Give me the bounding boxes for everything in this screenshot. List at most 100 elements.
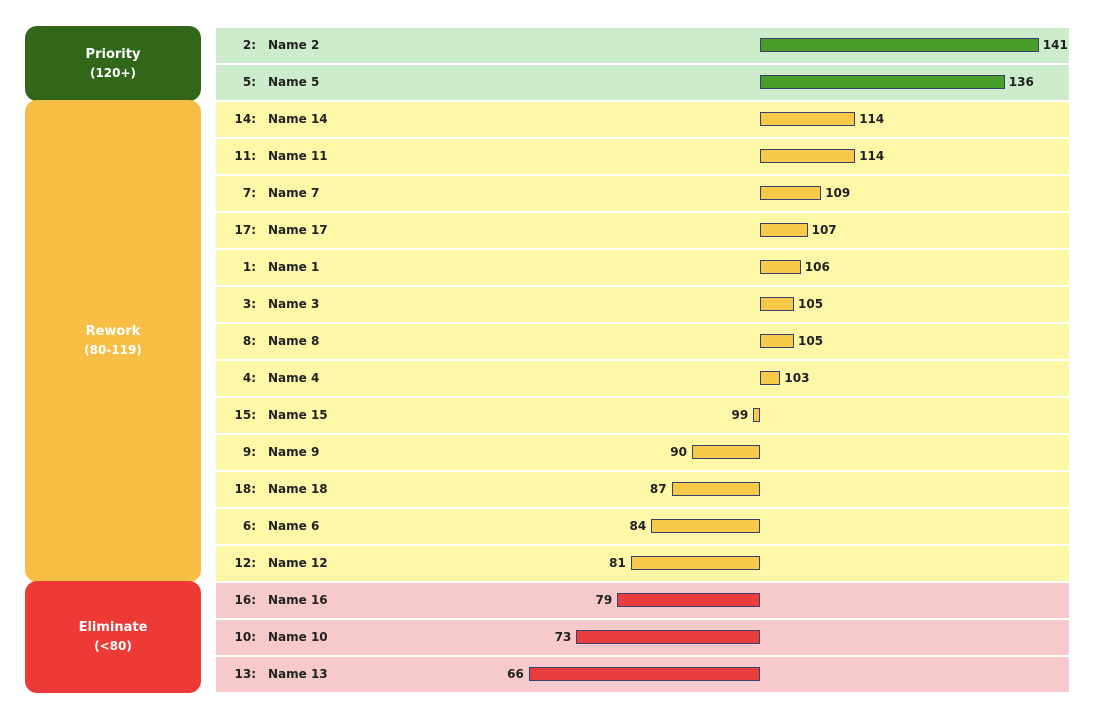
group-label-rework: Rework (80-119) [25, 100, 201, 582]
data-label: 105 [798, 334, 824, 348]
table-row: 1: Name 1 106 [216, 250, 1069, 285]
row-rank: 12: [234, 556, 257, 570]
table-row: 16: Name 16 79 [216, 583, 1069, 618]
row-rank: 16: [234, 593, 257, 607]
bar [760, 297, 794, 311]
row-name: Name 4 [268, 371, 320, 385]
row-rank: 1: [242, 260, 256, 274]
row-name: Name 3 [268, 297, 320, 311]
row-name: Name 5 [268, 75, 320, 89]
table-row: 6: Name 6 84 [216, 509, 1069, 544]
data-label: 105 [798, 297, 824, 311]
row-name: Name 8 [268, 334, 320, 348]
bar [671, 482, 760, 496]
data-label: 90 [670, 445, 687, 459]
table-row: 4: Name 4 103 [216, 361, 1069, 396]
group-label-priority: Priority (120+) [25, 26, 201, 101]
table-row: 13: Name 13 66 [216, 657, 1069, 692]
row-name: Name 14 [268, 112, 328, 126]
table-row: 14: Name 14 114 [216, 102, 1069, 137]
row-name: Name 13 [268, 667, 328, 681]
bar [760, 38, 1039, 52]
bar [630, 556, 760, 570]
table-row: 17: Name 17 107 [216, 213, 1069, 248]
data-label: 106 [804, 260, 830, 274]
row-name: Name 16 [268, 593, 328, 607]
data-label: 79 [595, 593, 613, 607]
row-name: Name 6 [268, 519, 320, 533]
bar [760, 260, 801, 274]
group-title: Eliminate [78, 620, 148, 635]
data-label: 87 [649, 482, 667, 496]
data-label: 103 [784, 371, 810, 385]
row-rank: 8: [242, 334, 256, 348]
bar [760, 334, 794, 348]
table-row: 11: Name 11 114 [216, 139, 1069, 174]
group-range: (<80) [94, 639, 132, 653]
row-name: Name 1 [268, 260, 320, 274]
bar [528, 667, 760, 681]
data-label: 81 [609, 556, 626, 570]
row-rank: 7: [242, 186, 256, 200]
data-label: 141 [1042, 38, 1068, 52]
row-name: Name 11 [268, 149, 328, 163]
data-label: 99 [731, 408, 749, 422]
bar [760, 75, 1005, 89]
row-name: Name 7 [268, 186, 320, 200]
bar [760, 149, 856, 163]
table-row: 12: Name 12 81 [216, 546, 1069, 581]
table-row: 10: Name 10 73 [216, 620, 1069, 655]
group-range: (120+) [89, 65, 137, 80]
data-label: 114 [859, 149, 885, 163]
row-name: Name 10 [268, 630, 328, 644]
table-row: 9: Name 9 90 [216, 435, 1069, 470]
row-rank: 18: [234, 482, 257, 496]
table-row: 15: Name 15 99 [216, 398, 1069, 433]
table-row: 3: Name 3 105 [216, 287, 1069, 322]
row-rank: 11: [234, 149, 257, 163]
table-row: 18: Name 18 87 [216, 472, 1069, 507]
row-name: Name 15 [268, 408, 328, 422]
bar [760, 371, 781, 385]
group-title: Priority [85, 46, 141, 62]
row-name: Name 18 [268, 482, 328, 496]
data-label: 107 [811, 223, 837, 237]
row-rank: 15: [234, 408, 257, 422]
bar [692, 445, 760, 459]
table-row: 8: Name 8 105 [216, 324, 1069, 359]
group-range: (80-119) [84, 343, 142, 357]
bar [617, 593, 760, 607]
group-title: Rework [85, 324, 141, 339]
row-rank: 3: [242, 297, 256, 311]
table-row: 7: Name 7 109 [216, 176, 1069, 211]
group-label-eliminate: Eliminate (<80) [25, 581, 201, 693]
data-label: 84 [629, 519, 647, 533]
bar [651, 519, 760, 533]
data-label: 114 [859, 112, 885, 126]
row-name: Name 9 [268, 445, 320, 459]
row-rank: 13: [234, 667, 257, 681]
row-rank: 5: [242, 75, 256, 89]
row-rank: 4: [242, 371, 256, 385]
row-name: Name 12 [268, 556, 328, 570]
bar [760, 223, 808, 237]
row-rank: 9: [242, 445, 256, 459]
bar [760, 112, 856, 126]
bar [576, 630, 760, 644]
row-rank: 10: [234, 630, 257, 644]
row-rank: 14: [234, 112, 257, 126]
row-rank: 6: [242, 519, 256, 533]
data-label: 66 [507, 667, 524, 681]
row-name: Name 17 [268, 223, 328, 237]
row-rank: 17: [234, 223, 257, 237]
data-label: 136 [1008, 75, 1034, 89]
data-label: 109 [825, 186, 851, 200]
bar [753, 408, 760, 422]
table-row: 5: Name 5 136 [216, 65, 1069, 100]
row-rank: 2: [242, 38, 256, 52]
table-row: 2: Name 2 141 [216, 28, 1069, 63]
row-name: Name 2 [268, 38, 320, 52]
data-label: 73 [554, 630, 572, 644]
bar [760, 186, 822, 200]
